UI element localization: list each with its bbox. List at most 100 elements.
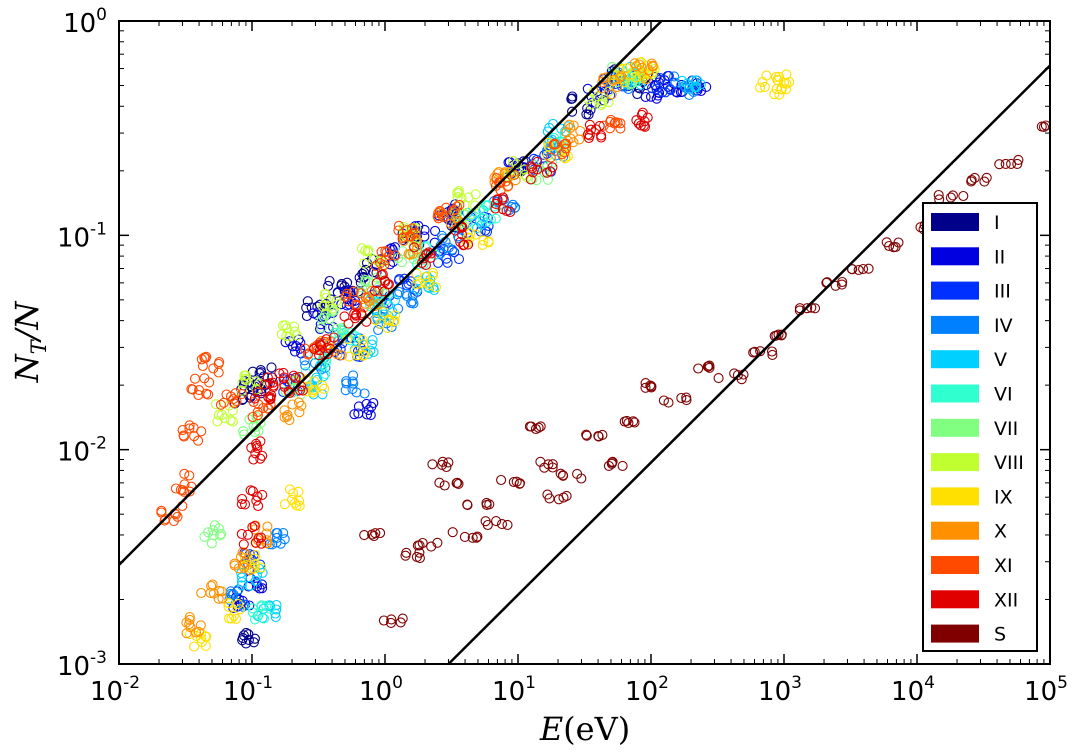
- legend-entry-X: X: [931, 521, 1007, 543]
- point-S-28: [947, 190, 958, 201]
- point-XI-1: [179, 486, 190, 497]
- point-IX-3: [294, 495, 305, 506]
- point-XII-4: [278, 367, 289, 378]
- point-IX-1: [230, 613, 242, 624]
- point-XI-9: [370, 260, 381, 272]
- x-tick-label: 104: [891, 673, 935, 707]
- point-VIII-0: [216, 409, 228, 420]
- legend-label: III: [994, 281, 1011, 303]
- point-S-21: [767, 349, 778, 360]
- point-S-1: [385, 617, 397, 628]
- point-XII-0: [238, 539, 249, 550]
- point-S-20: [713, 373, 724, 384]
- point-XII-7: [339, 311, 350, 322]
- point-S-26: [890, 241, 901, 253]
- point-XII-14: [639, 121, 651, 132]
- point-XI-9: [384, 250, 395, 261]
- point-S-16: [629, 417, 640, 428]
- point-XII-11: [497, 194, 508, 205]
- point-X-10: [562, 135, 573, 146]
- point-IX-7: [427, 267, 439, 278]
- x-tick-label: 103: [758, 673, 802, 707]
- point-XII-7: [349, 308, 360, 319]
- point-X-12: [641, 73, 652, 85]
- point-I-7: [371, 267, 382, 278]
- point-VIII-3: [317, 301, 328, 312]
- point-S-19: [703, 361, 714, 372]
- point-VII-6: [466, 208, 477, 219]
- point-S-7: [484, 499, 495, 510]
- point-S-29: [969, 172, 980, 183]
- point-XII-11: [497, 204, 508, 215]
- point-VI-5: [490, 213, 501, 224]
- point-IV-3: [348, 378, 359, 389]
- legend-label: V: [994, 349, 1007, 371]
- point-S-10: [530, 423, 541, 435]
- legend-entry-VIII: VIII: [931, 452, 1024, 474]
- point-S-9: [514, 478, 526, 489]
- legend-entry-V: V: [931, 349, 1007, 371]
- legend-label: S: [994, 624, 1006, 646]
- point-S-6: [447, 527, 458, 538]
- point-X-0: [184, 612, 195, 623]
- legend-swatch: [931, 384, 979, 403]
- point-S-25: [846, 263, 857, 275]
- point-IX-4: [302, 386, 313, 397]
- point-IX-12: [761, 70, 772, 81]
- legend-entry-IV: IV: [931, 315, 1013, 337]
- point-VIII-4: [359, 258, 370, 269]
- point-S-8: [502, 519, 513, 530]
- point-IV-3: [348, 370, 359, 381]
- point-X-1: [206, 580, 217, 591]
- point-IV-5: [394, 286, 405, 298]
- point-VIII-6: [470, 200, 481, 211]
- point-XI-13: [549, 138, 560, 149]
- point-VIII-7: [508, 155, 519, 167]
- point-VIII-1: [241, 375, 252, 386]
- point-IX-12: [755, 82, 766, 93]
- point-VI-1: [315, 359, 326, 370]
- point-VIII-0: [227, 405, 238, 416]
- point-VII-0: [206, 538, 217, 549]
- legend-swatch: [931, 590, 979, 609]
- x-axis-unit: (eV): [563, 710, 630, 748]
- point-S-30: [1012, 158, 1023, 169]
- point-XII-2: [255, 453, 266, 464]
- legend-entry-VII: VII: [931, 418, 1018, 440]
- point-S-11: [547, 459, 558, 470]
- point-S-31: [1057, 121, 1066, 130]
- point-IV-7: [507, 199, 518, 210]
- point-VII-1: [251, 421, 262, 432]
- point-VIII-0: [225, 415, 236, 426]
- point-IX-12: [757, 76, 768, 87]
- point-S-18: [681, 392, 692, 403]
- point-S-5: [434, 477, 445, 488]
- point-S-19: [693, 363, 704, 374]
- point-II-4: [342, 285, 353, 296]
- point-X-3: [261, 538, 272, 549]
- x-axis-title: E(eV): [539, 710, 630, 748]
- point-I-3: [237, 635, 248, 646]
- point-X-12: [634, 59, 645, 70]
- point-X-0: [184, 614, 195, 625]
- x-tick-base: 10: [223, 677, 256, 707]
- point-VI-1: [320, 368, 331, 379]
- point-XII-2: [248, 454, 259, 465]
- point-XII-5: [284, 387, 295, 399]
- y-tick-exp: -3: [90, 648, 107, 668]
- point-S-15: [606, 458, 617, 469]
- point-XI-3: [189, 373, 201, 384]
- point-V-9: [690, 82, 701, 93]
- point-XII-6: [328, 332, 339, 343]
- point-XI-5: [228, 394, 239, 405]
- point-VI-7: [626, 71, 637, 82]
- legend-swatch: [931, 247, 979, 266]
- x-tick-exp: 2: [658, 673, 669, 693]
- point-IX-13: [784, 76, 795, 88]
- point-XI-11: [432, 211, 443, 222]
- point-X-6: [364, 295, 375, 306]
- point-S-17: [640, 382, 651, 393]
- point-XI-11: [454, 199, 465, 210]
- point-VIII-6: [453, 187, 464, 198]
- point-S-14: [597, 429, 608, 440]
